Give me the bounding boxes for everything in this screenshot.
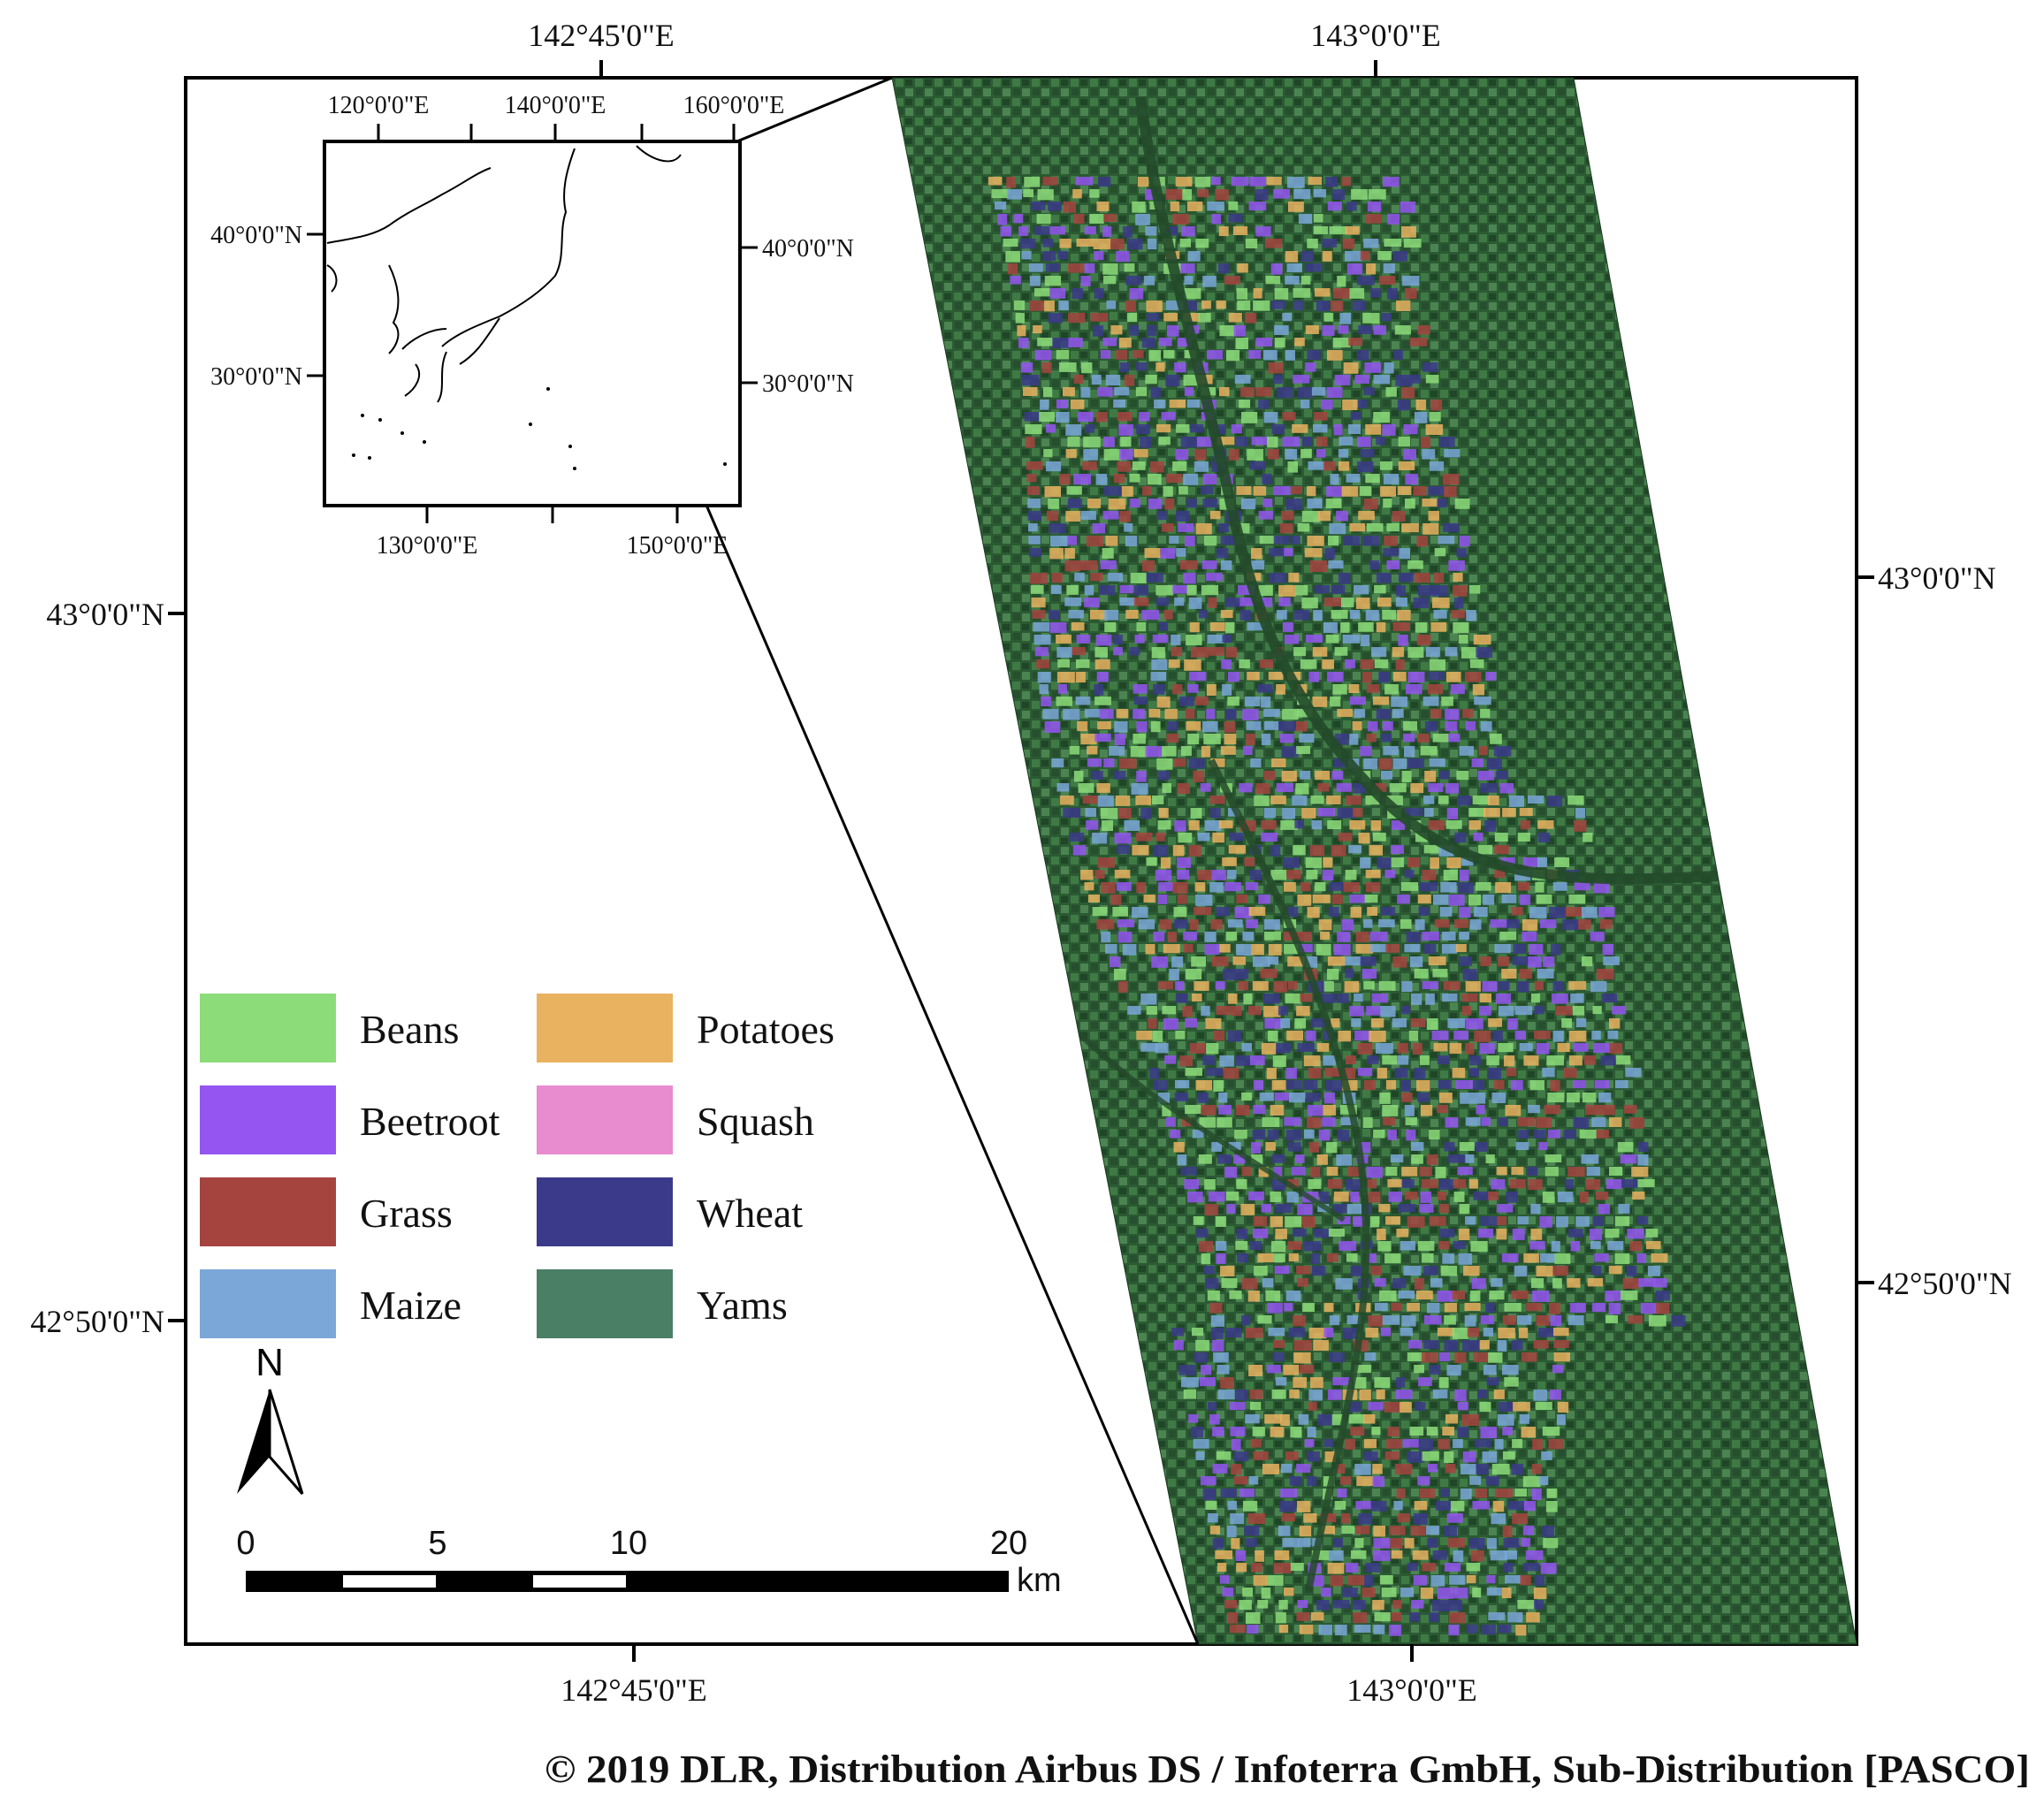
legend-label-yams: Yams xyxy=(697,1283,788,1328)
copyright-notice: © 2019 DLR, Distribution Airbus DS / Inf… xyxy=(545,1748,2030,1791)
inset-ticks xyxy=(307,124,758,523)
legend-swatch-squash xyxy=(537,1085,673,1154)
bottom-axis-label-142-45: 142°45'0"E xyxy=(561,1672,707,1708)
legend-label-squash: Squash xyxy=(697,1099,814,1144)
legend-swatch-beans xyxy=(200,994,336,1062)
inset-right-label-30: 30°0'0"N xyxy=(762,370,854,398)
inset-map: 120°0'0"E 140°0'0"E 160°0'0"E 130°0'0"E … xyxy=(210,92,854,560)
legend-swatch-wheat xyxy=(537,1177,673,1246)
scale-unit: km xyxy=(1017,1562,1062,1599)
inset-top-label-140: 140°0'0"E xyxy=(505,92,606,119)
river xyxy=(1058,1014,1346,1222)
river xyxy=(1135,96,1734,885)
inset-bottom-label-130: 130°0'0"E xyxy=(377,532,478,560)
right-axis-label-43-00: 43°0'0"N xyxy=(1878,560,1996,596)
legend: Beans Potatoes Beetroot Squash Grass Whe… xyxy=(200,994,835,1338)
legend-swatch-beetroot xyxy=(200,1085,336,1154)
bottom-axis-label-143-00: 143°0'0"E xyxy=(1346,1672,1477,1708)
crop-field-overlay xyxy=(988,177,1686,1636)
north-arrow-label: N xyxy=(256,1341,284,1384)
legend-label-potatoes: Potatoes xyxy=(697,1007,835,1052)
inset-top-label-160: 160°0'0"E xyxy=(683,92,785,119)
left-axis-label-42-50: 42°50'0"N xyxy=(30,1304,164,1339)
legend-label-grass: Grass xyxy=(360,1191,453,1236)
legend-swatch-grass xyxy=(200,1177,336,1246)
scale-tick-10: 10 xyxy=(610,1525,647,1562)
inset-bottom-label-150: 150°0'0"E xyxy=(627,532,728,560)
scale-tick-0: 0 xyxy=(236,1525,255,1562)
north-arrow-icon xyxy=(237,1390,270,1494)
coastline-japan xyxy=(326,145,682,403)
legend-label-beans: Beans xyxy=(360,1007,459,1052)
scale-tick-20: 20 xyxy=(990,1525,1027,1562)
inset-right-label-40: 40°0'0"N xyxy=(762,235,854,263)
scale-tick-5: 5 xyxy=(428,1525,446,1562)
north-arrow: N xyxy=(237,1341,304,1495)
river xyxy=(1208,758,1370,1592)
legend-label-beetroot: Beetroot xyxy=(360,1099,500,1144)
legend-label-maize: Maize xyxy=(360,1283,461,1328)
inset-top-label-120: 120°0'0"E xyxy=(328,92,430,119)
island-dots xyxy=(352,387,727,470)
inset-left-label-30: 30°0'0"N xyxy=(210,363,302,391)
top-axis-label-142-45: 142°45'0"E xyxy=(528,18,675,53)
outer-ticks xyxy=(168,60,1874,1662)
inset-left-label-40: 40°0'0"N xyxy=(210,222,302,249)
legend-label-wheat: Wheat xyxy=(697,1191,803,1236)
satellite-strip-outline xyxy=(891,77,1857,1645)
legend-swatch-yams xyxy=(537,1269,673,1338)
legend-swatch-potatoes xyxy=(537,994,673,1062)
scale-bar: 0 5 10 20 km xyxy=(236,1525,1061,1599)
satellite-strip xyxy=(892,78,1857,1644)
right-axis-label-42-50: 42°50'0"N xyxy=(1878,1266,2012,1301)
legend-swatch-maize xyxy=(200,1269,336,1338)
left-axis-label-43-00: 43°0'0"N xyxy=(46,597,164,632)
top-axis-label-143-00: 143°0'0"E xyxy=(1310,18,1441,53)
